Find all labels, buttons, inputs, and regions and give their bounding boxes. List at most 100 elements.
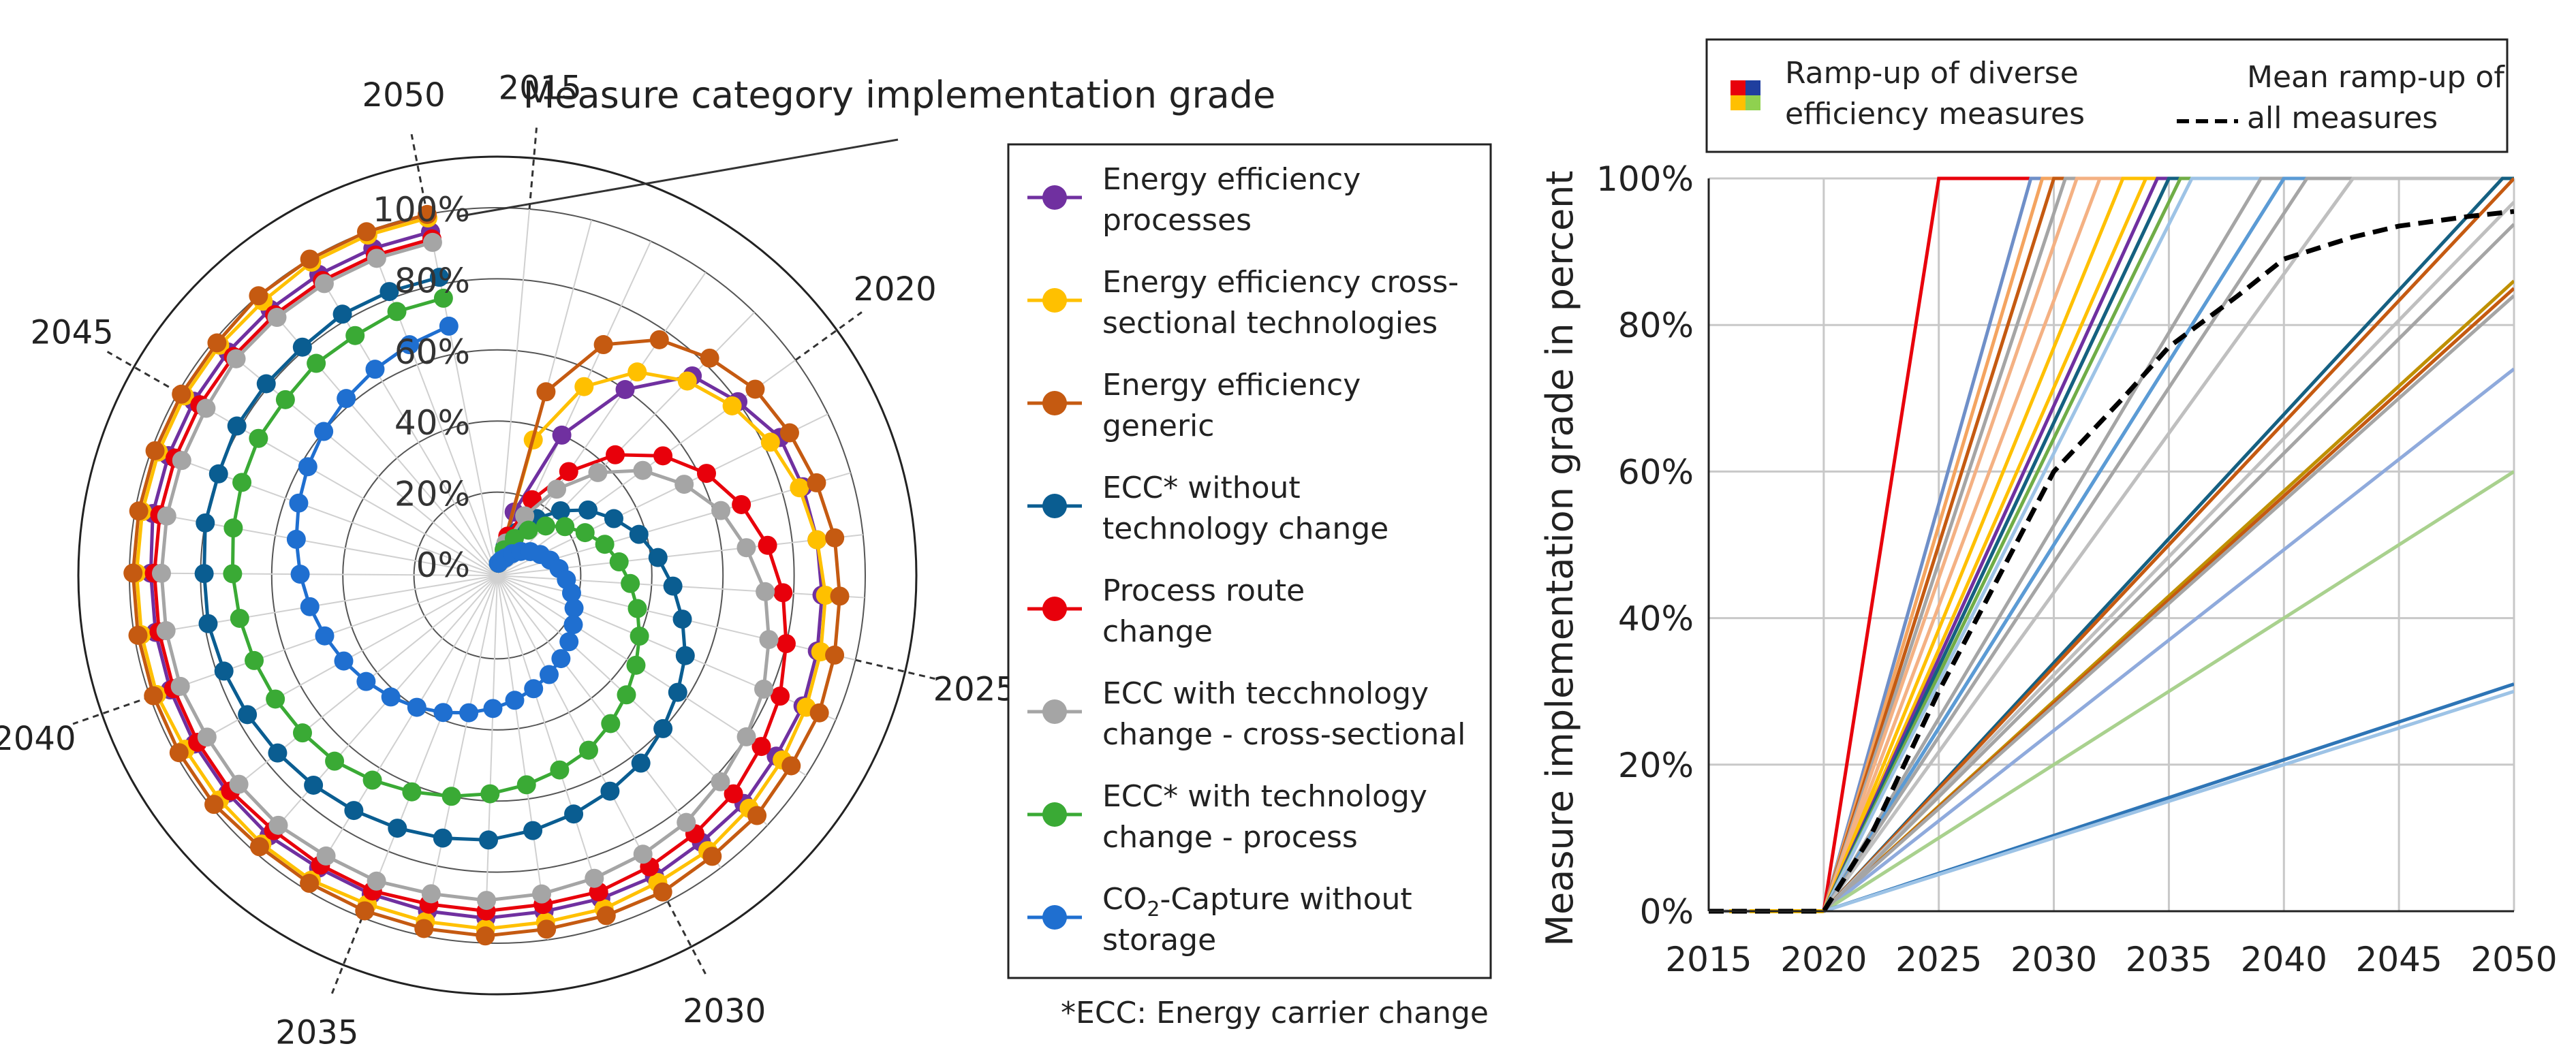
polar-data-point	[621, 573, 640, 593]
polar-data-point	[551, 649, 571, 669]
polar-data-point	[564, 804, 584, 824]
y-tick-label: 100%	[1596, 159, 1694, 199]
polar-data-point	[129, 501, 149, 521]
polar-data-point	[588, 462, 608, 482]
legend-label: Process route	[1102, 573, 1305, 608]
polar-data-point	[615, 380, 635, 400]
polar-data-point	[595, 535, 615, 554]
legend-label: Energy efficiency cross-	[1102, 265, 1459, 300]
polar-data-point	[653, 446, 673, 466]
polar-outer-ring	[77, 155, 918, 996]
polar-data-point	[631, 753, 651, 773]
legend-mean-line-2: all measures	[2247, 101, 2438, 136]
polar-data-point	[198, 614, 218, 633]
x-tick-label: 2045	[2356, 940, 2442, 979]
polar-data-point	[344, 801, 364, 821]
polar-data-point	[194, 564, 214, 584]
polar-data-point	[600, 781, 620, 801]
polar-data-point	[629, 524, 649, 544]
legend-marker-dot	[1042, 905, 1067, 930]
polar-data-point	[300, 249, 320, 269]
polar-data-point	[593, 335, 613, 355]
polar-data-point	[268, 743, 288, 763]
polar-data-point	[292, 337, 312, 357]
polar-data-point	[604, 509, 623, 528]
polar-data-point	[316, 846, 336, 866]
polar-data-point	[722, 396, 742, 415]
polar-data-point	[290, 565, 310, 584]
x-tick-label: 2050	[2470, 940, 2557, 979]
measure-ramp-line	[1709, 176, 2514, 913]
polar-data-point	[626, 655, 646, 675]
legend-label: generic	[1102, 409, 1214, 443]
polar-data-point	[825, 645, 845, 665]
legend-marker-dot	[1042, 802, 1067, 827]
polar-spoke	[129, 572, 498, 576]
legend-mean-line-1: Mean ramp-up of	[2247, 60, 2505, 95]
polar-data-point	[696, 464, 716, 484]
polar-data-point	[649, 330, 669, 349]
polar-spoke	[135, 509, 498, 576]
polar-data-point	[249, 286, 268, 306]
polar-data-point	[402, 782, 422, 802]
polar-data-point	[606, 445, 625, 464]
polar-data-point	[292, 723, 312, 743]
polar-data-point	[314, 422, 334, 441]
polar-data-point	[480, 784, 500, 804]
polar-year-tick	[528, 127, 538, 210]
legend-label: technology change	[1102, 511, 1388, 546]
polar-data-point	[653, 718, 673, 738]
polar-data-point	[429, 268, 449, 287]
line-chart-axes: 2015 2020 2025 2030 2035 2040 2045 2050 0% 20% 40%…	[1596, 159, 2558, 979]
polar-data-point	[407, 697, 426, 717]
polar-data-point	[627, 599, 647, 618]
polar-grid-ring	[342, 420, 653, 731]
polar-data-point	[289, 493, 309, 513]
title-leader-line	[457, 138, 899, 218]
polar-data-point	[578, 740, 598, 760]
polar-data-point	[483, 699, 503, 718]
polar-data-point	[505, 691, 525, 710]
polar-data-point	[275, 390, 295, 409]
measure-ramp-line	[1709, 176, 2514, 913]
polar-data-point	[609, 552, 629, 572]
polar-data-point	[169, 743, 189, 763]
polar-data-point	[550, 501, 570, 520]
polar-radial-tick: 0%	[416, 546, 470, 585]
polar-data-point	[564, 599, 584, 618]
polar-data-point	[745, 379, 765, 399]
polar-data-point	[226, 349, 246, 368]
polar-radial-tick: 40%	[394, 403, 470, 443]
polar-data-point	[304, 775, 324, 795]
polar-data-point	[356, 671, 376, 691]
measure-ramp-line	[1709, 176, 2514, 913]
x-tick-label: 2040	[2241, 940, 2327, 979]
legend-label: sectional technologies	[1102, 306, 1438, 341]
polar-data-point	[700, 348, 719, 368]
polar-data-point	[479, 830, 499, 850]
line-chart-grid	[1707, 177, 2515, 913]
polar-series	[123, 204, 850, 946]
polar-data-point	[677, 812, 696, 832]
polar-legend-entry: ECC* without technology change	[1027, 471, 1388, 546]
polar-data-point	[365, 360, 385, 379]
polar-data-point	[315, 626, 335, 646]
polar-data-point	[759, 630, 779, 650]
x-tick-label: 2035	[2126, 940, 2212, 979]
measure-ramp-line	[1709, 470, 2514, 913]
measure-ramp-line	[1709, 176, 2514, 913]
polar-data-point	[123, 563, 143, 583]
polar-data-point	[672, 610, 692, 629]
measure-ramp-line	[1709, 176, 2514, 913]
polar-data-point	[552, 425, 572, 445]
measure-ramp-line	[1709, 176, 2514, 913]
polar-data-point	[476, 926, 495, 946]
polar-data-point	[266, 689, 285, 709]
polar-data-point	[145, 441, 165, 460]
y-tick-label: 60%	[1618, 452, 1694, 492]
legend-label: Energy efficiency	[1102, 162, 1361, 197]
y-tick-label: 40%	[1618, 599, 1694, 639]
polar-grid-ring	[270, 349, 724, 802]
measure-ramp-line	[1709, 176, 2514, 913]
